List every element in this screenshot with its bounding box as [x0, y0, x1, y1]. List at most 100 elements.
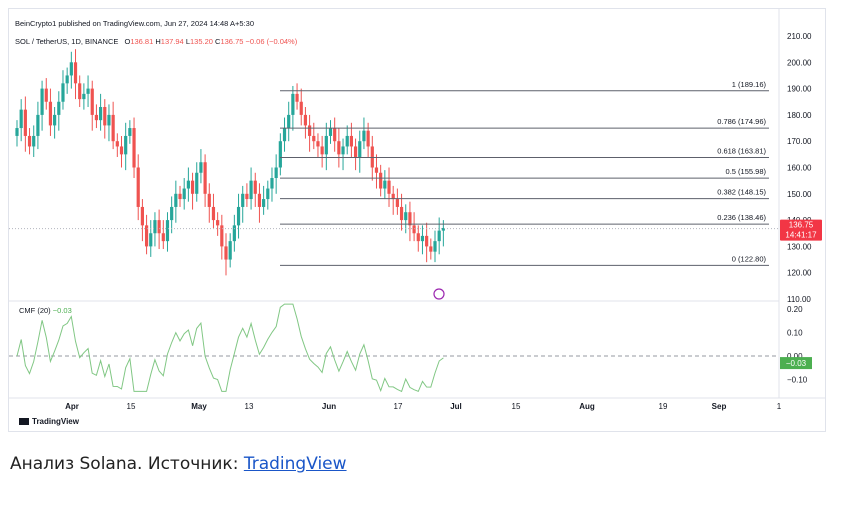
candle-body	[366, 130, 370, 147]
time-tick-label: Jul	[450, 402, 462, 411]
candle-body	[199, 162, 203, 173]
candle-body	[274, 167, 278, 179]
fib-level-label: 0.786 (174.96)	[717, 117, 766, 126]
candle-body	[15, 128, 19, 136]
cmf-label: CMF (20)	[19, 306, 51, 315]
cmf-badge	[780, 357, 812, 370]
time-tick-label: 15	[127, 402, 136, 411]
cmf-tick-label: 0.00	[787, 352, 803, 361]
candle-body	[287, 114, 291, 129]
candle-body	[82, 93, 86, 100]
candle-body	[27, 135, 32, 147]
candle-body	[303, 114, 308, 126]
time-tick-label: 17	[394, 402, 403, 411]
time-tick-label: Aug	[579, 402, 595, 411]
chart-panel[interactable]: 210.00 200.00 190.00 180.00 170.00 160.00 150.…	[8, 8, 826, 432]
candle-body	[257, 193, 262, 207]
candle-body	[144, 225, 149, 247]
candle-body	[211, 206, 216, 221]
price-badge-value: 136.75	[789, 221, 814, 230]
candle-body	[391, 193, 395, 200]
figure-caption: Анализ Solana. Источник: TradingView	[10, 454, 347, 474]
candle-body	[395, 199, 399, 207]
open-value: 136.81	[130, 37, 154, 46]
time-tick-label: 1	[777, 402, 782, 411]
symbol-label: SOL / TetherUS, 1D, BINANCE	[15, 37, 119, 46]
candle-body	[383, 180, 387, 189]
candle-body	[249, 180, 253, 200]
cmf-legend-value: −0.03	[52, 306, 72, 315]
candle-body	[262, 199, 266, 207]
publisher-line: BeinCrypto1 published on TradingView.com…	[15, 19, 254, 28]
fib-level-label: 0.5 (155.98)	[726, 167, 767, 176]
price-tick-label: 170.00	[787, 137, 812, 146]
candle-body	[299, 101, 303, 115]
candle-body	[40, 88, 44, 115]
candle-body	[282, 128, 287, 142]
cmf-badge-value: −0.03	[786, 359, 807, 368]
candle-body	[44, 88, 48, 102]
candle-body	[90, 88, 94, 115]
fib-level-label: 0.618 (163.81)	[717, 146, 766, 155]
price-badge-countdown: 14:41:17	[785, 231, 817, 240]
change-value: −0.06 (−0.04%)	[245, 37, 298, 46]
candle-body	[425, 235, 429, 247]
candle-body	[337, 141, 341, 155]
fib-level-label: 1 (189.16)	[732, 80, 767, 89]
candle-body	[404, 212, 408, 221]
candle-body	[441, 227, 445, 231]
candle-body	[161, 233, 165, 242]
candle-body	[349, 135, 353, 147]
candle-body	[119, 146, 124, 155]
candle-body	[103, 107, 107, 126]
candle-body	[32, 135, 36, 147]
candle-body	[358, 141, 362, 157]
chart-canvas[interactable]: 210.00200.00190.00180.00170.00160.00150.…	[9, 9, 826, 432]
candle-body	[412, 225, 416, 234]
tradingview-logo-icon	[19, 418, 29, 426]
candle-body	[186, 180, 190, 189]
candle-body	[178, 193, 182, 200]
time-tick-label: 19	[659, 402, 668, 411]
price-tick-label: 200.00	[787, 58, 812, 67]
candle-body	[136, 167, 140, 207]
candle-body	[174, 193, 178, 207]
candle-body	[270, 178, 274, 189]
candle-body	[73, 62, 78, 84]
price-tick-label: 150.00	[787, 190, 812, 199]
price-tick-label: 160.00	[787, 164, 812, 173]
candle-body	[374, 167, 379, 173]
candle-body	[182, 188, 186, 200]
candle-body	[408, 212, 412, 226]
candle-body	[328, 128, 333, 136]
candle-body	[420, 235, 425, 242]
tradingview-brand: TradingView	[19, 417, 79, 426]
cmf-tick-label: 0.20	[787, 305, 803, 314]
close-value: 136.75	[220, 37, 244, 46]
price-tick-label: 120.00	[787, 269, 812, 278]
lightning-icon	[433, 288, 445, 300]
source-link[interactable]: TradingView	[243, 454, 347, 474]
price-tick-label: 110.00	[787, 295, 811, 304]
candle-body	[53, 114, 57, 126]
candle-body	[316, 141, 320, 147]
candle-body	[132, 128, 136, 168]
fib-level-label: 0 (122.80)	[732, 254, 767, 263]
candle-body	[266, 188, 270, 200]
candle-body	[320, 146, 324, 155]
candle-body	[165, 220, 170, 242]
cmf-tick-label: 0.10	[787, 328, 803, 337]
tradingview-brand-label: TradingView	[32, 417, 79, 426]
cmf-line	[16, 303, 444, 393]
time-tick-label: Sep	[712, 402, 727, 411]
price-tick-label: 210.00	[787, 32, 812, 41]
candle-body	[362, 130, 366, 142]
candle-body	[291, 93, 295, 115]
candle-body	[153, 220, 157, 234]
candle-body	[203, 162, 207, 194]
candle-body	[36, 114, 40, 136]
time-tick-label: Jun	[322, 402, 336, 411]
candle-body	[333, 128, 337, 142]
candle-body	[195, 172, 199, 194]
candle-body	[57, 101, 61, 115]
